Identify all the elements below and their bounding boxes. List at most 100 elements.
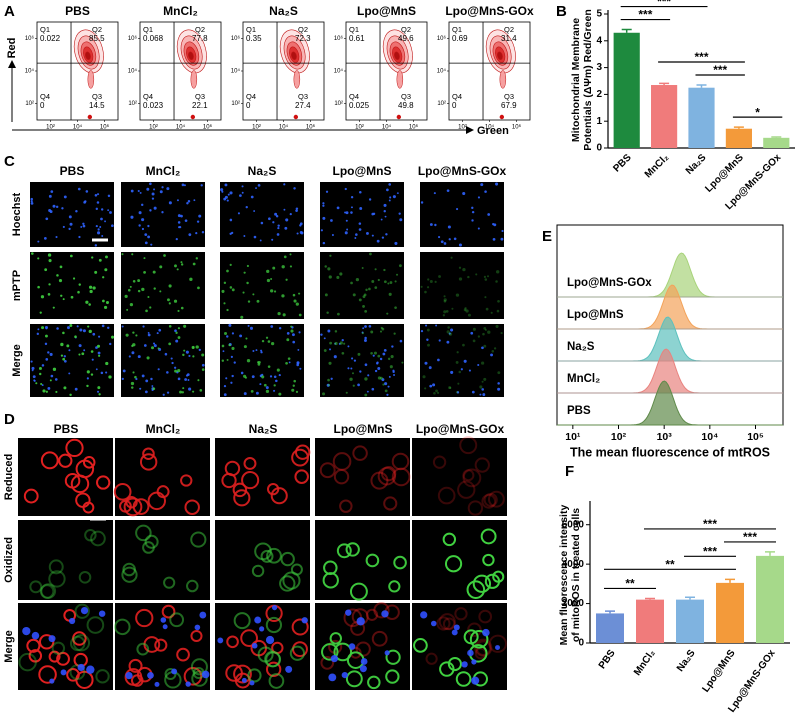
row-label: Reduced: [3, 454, 15, 500]
cell: [230, 355, 233, 358]
y-tick-label: 0: [578, 638, 584, 649]
cell: [185, 681, 191, 687]
micrograph: [121, 324, 205, 397]
cell: [152, 387, 156, 391]
cell: [190, 630, 203, 643]
cell: [438, 339, 441, 342]
cell: [324, 265, 327, 268]
row-label: Hoechst: [11, 192, 23, 236]
quadrant-value: 0.35: [246, 34, 262, 43]
cell: [139, 387, 142, 390]
cell: [420, 285, 423, 288]
panel-label: D: [4, 411, 15, 428]
cell: [63, 195, 67, 199]
cell: [467, 313, 471, 317]
cell: [496, 309, 500, 313]
cell: [458, 370, 462, 374]
cell: [298, 331, 301, 334]
cell: [328, 673, 337, 682]
cell: [383, 348, 387, 352]
cell: [161, 211, 164, 214]
quadrant-value: 22.1: [192, 101, 208, 110]
cell: [186, 202, 189, 205]
cell: [241, 677, 247, 683]
cell: [462, 343, 465, 347]
cell: [91, 256, 94, 259]
panel-label: C: [4, 153, 15, 170]
cell: [111, 224, 114, 228]
cell: [201, 230, 205, 234]
cell: [152, 342, 156, 345]
micrograph: [121, 252, 205, 319]
cell: [322, 216, 326, 220]
cell: [434, 223, 437, 227]
cell: [422, 375, 426, 379]
cell: [39, 372, 42, 376]
micrograph: [30, 324, 114, 397]
cell: [276, 368, 280, 372]
cell: [333, 642, 353, 662]
cell: [483, 377, 487, 381]
cell: [102, 299, 105, 303]
cell: [357, 352, 361, 356]
cell: [85, 190, 89, 193]
cell: [328, 361, 332, 365]
cell: [279, 575, 296, 592]
cell: [177, 309, 180, 312]
cell: [373, 351, 377, 355]
significance-label: ***: [657, 0, 671, 9]
cell: [242, 291, 245, 294]
cell: [188, 354, 191, 358]
cell: [254, 542, 272, 561]
cell: [101, 324, 105, 328]
cell: [426, 286, 430, 289]
cell: [250, 389, 254, 393]
micrograph: [412, 603, 507, 690]
panel-label: B: [556, 3, 567, 20]
cell: [181, 391, 185, 394]
cell: [475, 273, 478, 276]
cell: [445, 310, 449, 313]
cell: [334, 330, 338, 333]
micrograph: [30, 182, 114, 247]
quadrant-value: 72.3: [295, 34, 311, 43]
significance-label: ***: [638, 8, 652, 22]
cell: [187, 199, 191, 203]
cell: [337, 312, 340, 316]
cell: [420, 329, 424, 333]
x-tick-label: 10⁶: [409, 124, 419, 131]
cell: [259, 239, 262, 242]
cell: [330, 377, 333, 380]
cell: [348, 643, 356, 650]
x-tick-label: Na₂S: [675, 648, 698, 674]
cell: [177, 368, 181, 373]
column-title: Na₂S: [248, 164, 277, 178]
cell: [301, 617, 308, 624]
cell: [332, 452, 352, 471]
cell: [125, 671, 133, 680]
cell: [377, 467, 397, 486]
cell: [198, 214, 202, 218]
x-tick-label: MnCl₂: [632, 648, 658, 678]
cell: [76, 325, 79, 328]
cell: [463, 359, 467, 363]
y-tick-label: 4000: [562, 559, 585, 570]
cell: [241, 191, 244, 194]
cell: [69, 664, 86, 681]
cell: [82, 224, 86, 228]
cell: [285, 361, 288, 365]
cell: [381, 236, 385, 239]
cell: [59, 265, 63, 269]
cell: [292, 384, 295, 387]
cell: [180, 263, 184, 266]
cell: [69, 393, 72, 397]
cell: [347, 367, 350, 370]
quadrant-name: Q2: [298, 25, 308, 34]
cell: [44, 326, 48, 330]
cell: [163, 254, 166, 257]
cell: [239, 334, 243, 338]
cell: [425, 652, 438, 665]
micrograph: [412, 438, 507, 516]
cell: [373, 602, 390, 619]
cell: [231, 231, 234, 234]
